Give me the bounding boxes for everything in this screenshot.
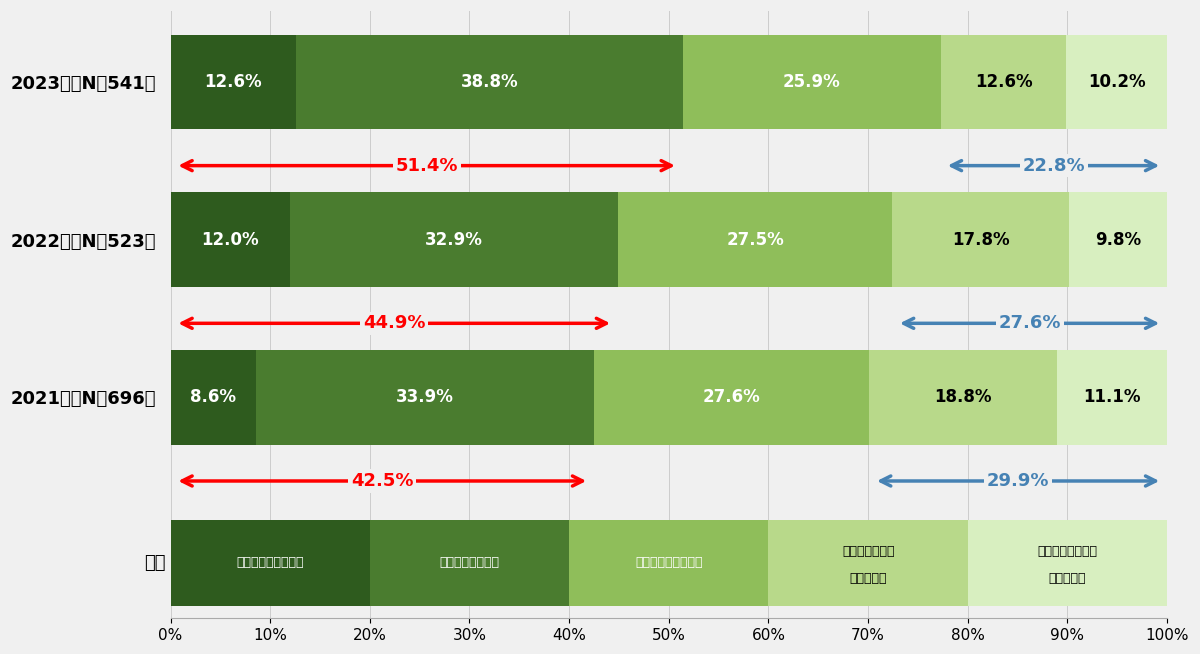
Bar (569, 521, 768, 606)
Text: 12.0%: 12.0% (202, 231, 259, 249)
Text: あまり充実して: あまり充実して (842, 545, 894, 559)
Text: 12.6%: 12.6% (974, 73, 1032, 91)
Bar (768, 521, 968, 606)
Bar (296, 35, 683, 129)
Text: 12.6%: 12.6% (204, 73, 262, 91)
Text: まったく充実して: まったく充実して (1038, 545, 1098, 559)
Bar (941, 35, 1067, 129)
Text: いなかった: いなかった (1049, 572, 1086, 585)
Bar (594, 350, 869, 445)
Text: 27.6%: 27.6% (998, 315, 1061, 332)
Bar (370, 521, 569, 606)
Text: 44.9%: 44.9% (362, 315, 426, 332)
Text: 51.4%: 51.4% (395, 157, 458, 175)
Bar (683, 35, 941, 129)
Bar (869, 350, 1056, 445)
Bar (1069, 192, 1168, 287)
Text: 凡例: 凡例 (144, 554, 166, 572)
Text: 17.8%: 17.8% (952, 231, 1009, 249)
Text: 25.9%: 25.9% (782, 73, 841, 91)
Bar (618, 192, 892, 287)
Text: とても充実していた: とても充実していた (236, 557, 304, 570)
Text: 32.9%: 32.9% (425, 231, 482, 249)
Bar (170, 350, 257, 445)
Bar (1056, 350, 1168, 445)
Bar (170, 521, 370, 606)
Text: 18.8%: 18.8% (934, 388, 991, 406)
Bar (290, 192, 618, 287)
Bar (892, 192, 1069, 287)
Text: 27.6%: 27.6% (703, 388, 761, 406)
Text: 11.1%: 11.1% (1084, 388, 1140, 406)
Bar (170, 192, 290, 287)
Text: 38.8%: 38.8% (461, 73, 518, 91)
Text: 33.9%: 33.9% (396, 388, 454, 406)
Text: やや充実していた: やや充実していた (439, 557, 499, 570)
Bar (257, 350, 594, 445)
Text: いなかった: いなかった (850, 572, 887, 585)
Text: どちらともいえない: どちらともいえない (635, 557, 702, 570)
Text: 22.8%: 22.8% (1022, 157, 1085, 175)
Bar (968, 521, 1168, 606)
Text: 27.5%: 27.5% (726, 231, 784, 249)
Text: 29.9%: 29.9% (986, 472, 1049, 490)
Text: 9.8%: 9.8% (1096, 231, 1141, 249)
Text: 8.6%: 8.6% (191, 388, 236, 406)
Bar (170, 35, 296, 129)
Text: 42.5%: 42.5% (352, 472, 414, 490)
Bar (1067, 35, 1168, 129)
Text: 10.2%: 10.2% (1088, 73, 1146, 91)
